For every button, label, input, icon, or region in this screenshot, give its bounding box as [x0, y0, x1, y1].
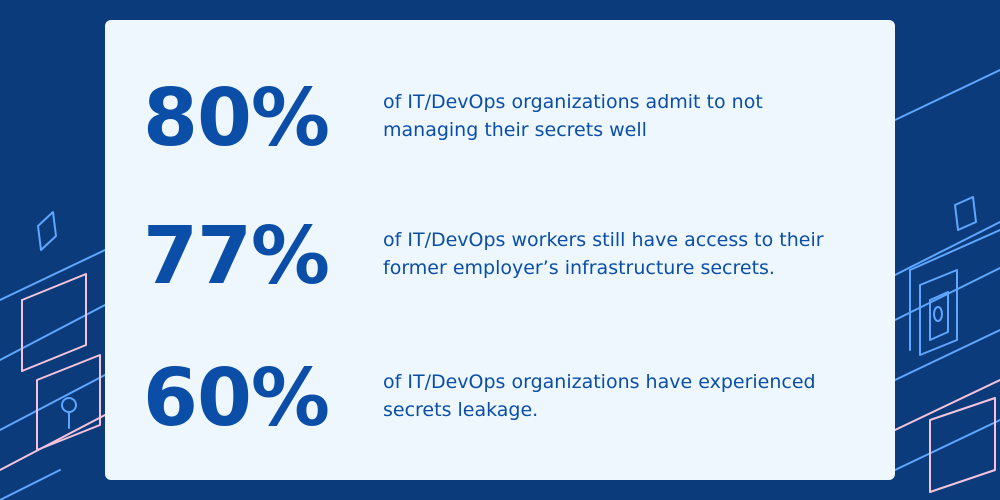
stat-description: of IT/DevOps organizations admit to not … [383, 88, 863, 144]
diamond-outline-icon [954, 196, 977, 231]
left-line [0, 304, 106, 361]
stat-item-80: 80% of IT/DevOps organizations admit to … [105, 70, 895, 190]
right-line [894, 69, 1000, 121]
stat-item-77: 77% of IT/DevOps workers still have acce… [105, 208, 895, 328]
stat-description-line: of IT/DevOps organizations admit to not [383, 91, 763, 113]
left-line [0, 374, 106, 431]
diamond-outline-icon [37, 211, 57, 251]
stat-description-line: of IT/DevOps organizations have experien… [383, 371, 816, 393]
stat-description-line: of IT/DevOps workers still have access t… [383, 229, 824, 251]
stats-card: 80% of IT/DevOps organizations admit to … [105, 20, 895, 480]
right-line-pink [894, 379, 1000, 431]
lock-panel-icon [36, 354, 101, 451]
stat-description-line: secrets leakage. [383, 399, 539, 421]
security-panel-inner [929, 291, 949, 341]
right-line [894, 419, 1000, 471]
security-panel-keyhole-icon [933, 306, 943, 322]
left-line [0, 249, 106, 301]
shape-icon [929, 397, 996, 493]
security-panel-icon [919, 269, 958, 356]
stat-description: of IT/DevOps organizations have experien… [383, 368, 863, 424]
stat-description: of IT/DevOps workers still have access t… [383, 226, 863, 282]
right-line [894, 221, 1000, 276]
stat-description-line: former employer’s infrastructure secrets… [383, 257, 775, 279]
left-line [0, 469, 61, 500]
left-line-pink [0, 414, 106, 471]
stat-value: 77% [143, 210, 330, 302]
stat-item-60: 60% of IT/DevOps organizations have expe… [105, 350, 895, 470]
stat-description-line: managing their secrets well [383, 119, 647, 141]
right-line [894, 329, 1000, 381]
stat-value: 80% [143, 72, 330, 164]
stat-value: 60% [143, 352, 330, 444]
security-panel-icon [909, 229, 1000, 271]
